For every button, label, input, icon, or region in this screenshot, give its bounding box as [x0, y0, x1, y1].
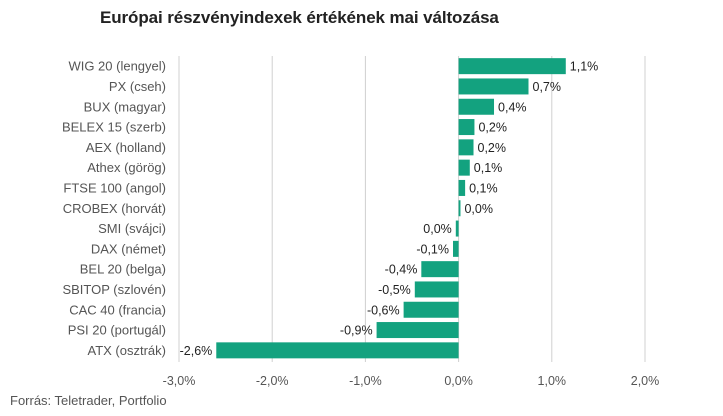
data-label: -0,5%	[378, 283, 411, 297]
bar	[458, 200, 461, 217]
data-label: 0,0%	[464, 202, 493, 216]
bars	[216, 58, 566, 359]
category-label: ATX (osztrák)	[88, 343, 167, 358]
x-axis-ticks: -3,0% -2,0% -1,0% 0,0% 1,0% 2,0%	[163, 374, 660, 388]
category-label: BEL 20 (belga)	[80, 262, 166, 277]
x-tick-label: -3,0%	[163, 374, 196, 388]
category-label: AEX (holland)	[86, 140, 166, 155]
bar	[455, 220, 459, 237]
data-label: 0,7%	[533, 80, 562, 94]
bar	[458, 179, 466, 196]
data-label: -2,6%	[180, 344, 213, 358]
x-tick-label: 1,0%	[538, 374, 567, 388]
category-label: PSI 20 (portugál)	[68, 323, 166, 338]
bar	[414, 281, 459, 298]
data-label: 0,2%	[478, 121, 507, 135]
category-label: BUX (magyar)	[84, 99, 166, 114]
category-label: FTSE 100 (angol)	[63, 180, 166, 195]
data-label: -0,4%	[385, 263, 418, 277]
data-label: -0,9%	[340, 324, 373, 338]
data-label: -0,6%	[367, 303, 400, 317]
category-labels: WIG 20 (lengyel) PX (cseh) BUX (magyar) BEL…	[62, 59, 166, 358]
bar	[458, 58, 566, 75]
bar	[376, 322, 459, 339]
category-label: SMI (svájci)	[98, 221, 166, 236]
bar	[458, 139, 474, 156]
bar	[403, 301, 459, 318]
category-label: PX (cseh)	[109, 79, 166, 94]
x-tick-label: 0,0%	[444, 374, 473, 388]
data-label: 0,4%	[498, 100, 527, 114]
bar	[458, 159, 470, 176]
data-label: 0,0%	[423, 222, 452, 236]
category-label: DAX (német)	[91, 241, 166, 256]
category-label: CROBEX (horvát)	[63, 201, 166, 216]
data-label: 0,2%	[478, 141, 507, 155]
category-label: WIG 20 (lengyel)	[68, 59, 166, 74]
x-tick-label: -2,0%	[256, 374, 289, 388]
data-label: 0,1%	[474, 161, 503, 175]
category-label: BELEX 15 (szerb)	[62, 120, 166, 135]
category-label: Athex (görög)	[87, 160, 166, 175]
data-label: 0,1%	[469, 181, 498, 195]
value-labels: 1,1% 0,7% 0,4% 0,2% 0,2% 0,1% 0,1% 0,0% 0,0% -0,1…	[180, 60, 599, 358]
bar	[421, 261, 459, 278]
bar	[458, 78, 529, 95]
x-tick-label: 2,0%	[631, 374, 660, 388]
category-label: CAC 40 (francia)	[69, 302, 166, 317]
x-tick-label: -1,0%	[349, 374, 382, 388]
source-note: Forrás: Teletrader, Portfolio	[10, 393, 167, 408]
bar	[458, 98, 495, 115]
bar	[216, 342, 459, 359]
chart-title: Európai részvényindexek értékének mai vá…	[100, 8, 499, 27]
bar	[458, 119, 475, 136]
category-label: SBITOP (szlovén)	[62, 282, 166, 297]
bar	[453, 240, 459, 257]
data-label: -0,1%	[416, 242, 449, 256]
data-label: 1,1%	[570, 60, 599, 74]
